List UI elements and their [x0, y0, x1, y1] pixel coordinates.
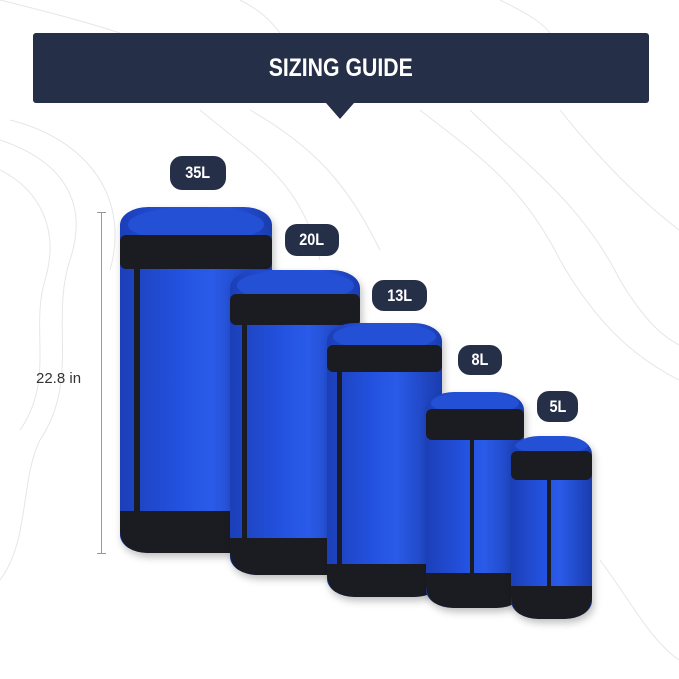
sizing-guide-banner: SIZING GUIDE [33, 33, 649, 103]
size-label-5l: 5L [537, 391, 578, 422]
bag-8l-image [426, 392, 524, 608]
dimension-tick-top [97, 212, 106, 213]
page-title: SIZING GUIDE [268, 53, 414, 82]
size-label-20l: 20L [285, 224, 339, 256]
bag-5l-image [511, 436, 592, 619]
size-label-8l: 8L [458, 345, 502, 375]
height-dimension-line [101, 212, 102, 553]
banner-pointer [326, 103, 354, 119]
bag-13l-image [327, 323, 442, 597]
size-label-13l: 13L [372, 280, 427, 311]
size-label-35l: 35L [170, 156, 226, 190]
height-dimension-label: 22.8 in [36, 370, 82, 387]
dimension-tick-bottom [97, 553, 106, 554]
